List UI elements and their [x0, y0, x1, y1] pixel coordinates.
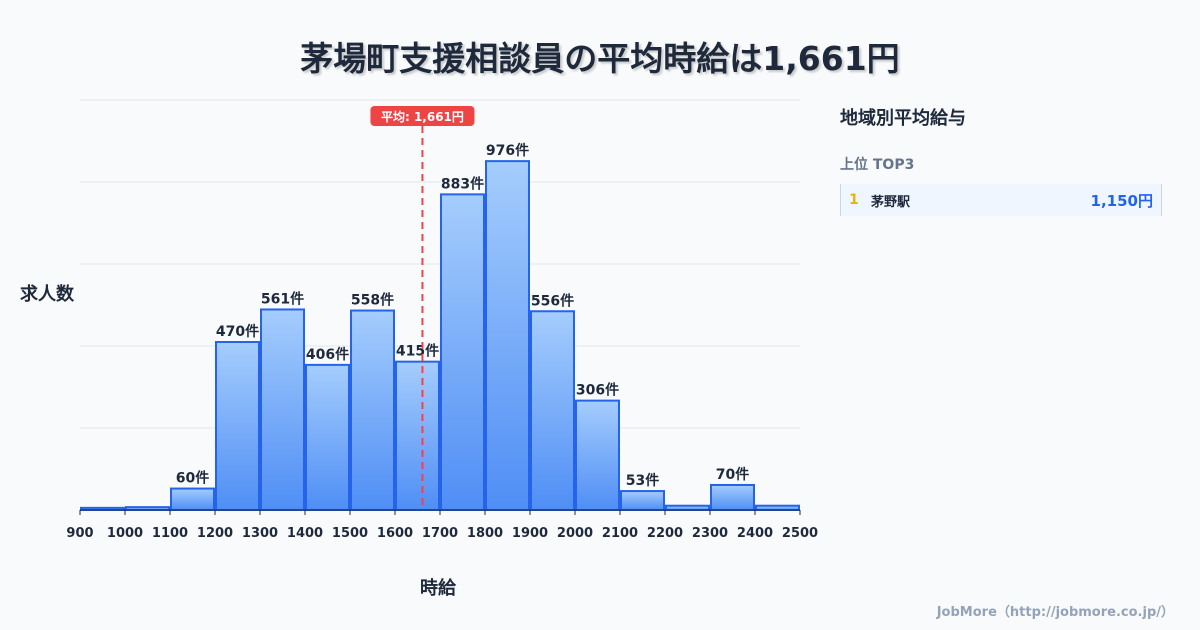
histogram-bar: [755, 504, 800, 511]
x-tick-label: 1500: [332, 526, 368, 541]
x-tick-label: 1400: [287, 526, 323, 541]
x-tick-label: 1100: [152, 526, 188, 541]
bar-value-label: 406件: [306, 346, 349, 363]
bar-value-label: 470件: [216, 323, 259, 340]
bar-value-label: 883件: [441, 175, 484, 192]
mean-label-badge: [370, 106, 475, 126]
x-tick-label: 1700: [422, 526, 458, 541]
x-tick-label: 1000: [107, 526, 143, 541]
x-tick-label: 900: [66, 526, 93, 541]
x-tick-label: 2400: [737, 526, 773, 541]
panel-subtitle: 上位 TOP3: [840, 157, 915, 173]
bar-value-label: 415件: [396, 343, 439, 360]
ranking-row: 1 茅野駅 1,150円: [840, 184, 1162, 216]
histogram-bar: [440, 193, 485, 511]
x-tick-label: 2500: [782, 526, 818, 541]
histogram-bar: [530, 310, 575, 512]
histogram-bar: [350, 309, 395, 511]
y-axis-label: 求人数: [20, 284, 74, 305]
bar-value-label: 558件: [351, 292, 394, 309]
x-tick-label: 1900: [512, 526, 548, 541]
x-tick-label: 2300: [692, 526, 728, 541]
histogram-bar: [710, 483, 755, 512]
histogram-bar: [665, 504, 710, 511]
regional-salary-panel: 地域別平均給与 上位 TOP3 1 茅野駅 1,150円: [840, 104, 1162, 216]
histogram-bar: [305, 363, 350, 512]
rank: 1: [849, 192, 859, 208]
bar-value-label: 53件: [626, 472, 659, 489]
histogram-bar: [620, 490, 665, 512]
bar-value-label: 976件: [486, 142, 529, 159]
histogram-bar: [485, 160, 530, 512]
histogram-bar: [215, 340, 260, 512]
footer-credit: JobMore（http://jobmore.co.jp/）: [936, 605, 1174, 620]
bar-value-label: 556件: [531, 292, 574, 309]
mean-label: 平均: 1,661円: [381, 109, 464, 124]
x-axis-label: 時給: [420, 578, 456, 599]
x-tick-label: 2100: [602, 526, 638, 541]
x-tick-label: 1800: [467, 526, 503, 541]
histogram-bar: [170, 487, 215, 511]
x-tick-label: 1300: [242, 526, 278, 541]
panel-title: 地域別平均給与: [840, 108, 966, 129]
page-title: 茅場町支援相談員の平均時給は1,661円: [300, 39, 900, 78]
histogram-bar: [260, 308, 305, 511]
x-tick-label: 2200: [647, 526, 683, 541]
station-name: 茅野駅: [871, 194, 911, 210]
bar-value-label: 60件: [176, 470, 209, 487]
x-tick-label: 1200: [197, 526, 233, 541]
histogram-bar: [575, 399, 620, 512]
bar-value-label: 70件: [716, 466, 749, 483]
histogram-bar: [395, 360, 440, 511]
bar-value-label: 561件: [261, 290, 304, 307]
bar-value-label: 306件: [576, 382, 619, 399]
x-tick-label: 1600: [377, 526, 413, 541]
x-tick-label: 2000: [557, 526, 593, 541]
salary-value: 1,150円: [1090, 191, 1153, 210]
